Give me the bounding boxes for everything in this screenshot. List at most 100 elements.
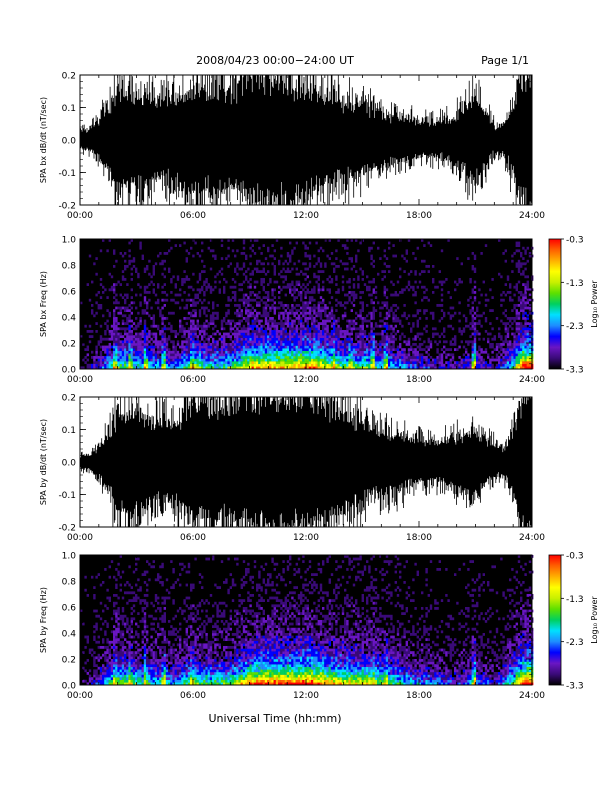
spectrogram-cell: [157, 301, 160, 305]
spectrogram-cell: [84, 661, 87, 665]
spectrogram-cell: [187, 293, 191, 297]
spectrogram-cell: [515, 353, 518, 357]
spectrogram-cell: [350, 319, 353, 323]
spectrogram-cell: [489, 309, 492, 312]
spectrogram-cell: [93, 596, 96, 600]
spectrogram-cell: [143, 343, 147, 346]
spectrogram-cell: [176, 278, 180, 281]
spectrogram-cell: [440, 288, 444, 292]
spectrogram-cell: [399, 337, 402, 341]
spectrogram-cell: [528, 298, 532, 302]
spectrogram-cell: [350, 343, 353, 346]
colorbar-tick-label: -2.3: [566, 322, 584, 332]
spectrogram-cell: [289, 332, 292, 336]
spectrogram-cell: [528, 356, 532, 359]
spectrogram-cell: [273, 301, 276, 305]
spectrogram-cell: [234, 322, 237, 325]
spectrogram-cell: [509, 298, 512, 302]
spectrogram-cell: [372, 311, 375, 315]
spectrogram-cell: [438, 353, 441, 357]
spectrogram-cell: [473, 350, 477, 354]
spectrogram-cell: [165, 358, 169, 362]
spectrogram-cell: [278, 272, 281, 276]
spectrogram-cell: [372, 337, 375, 341]
spectrogram-cell: [146, 306, 149, 310]
spectrogram-cell: [229, 322, 232, 325]
spectrogram-cell: [183, 358, 186, 362]
spectrogram-cell: [286, 283, 290, 286]
spectrogram-cell: [476, 366, 479, 370]
spectrogram-cell: [251, 335, 254, 338]
spectrogram-cell: [165, 327, 169, 331]
spectrogram-cell: [190, 324, 193, 328]
spectrogram-cell: [352, 319, 356, 323]
spectrogram-cell: [396, 353, 400, 357]
spectrogram-cell: [214, 257, 217, 260]
spectrogram-cell: [95, 664, 98, 667]
spectrogram-cell: [407, 314, 411, 318]
spectrogram-cell: [223, 288, 226, 292]
spectrogram-cell: [106, 327, 109, 331]
spectrogram-cell: [352, 366, 356, 370]
spectrogram-cell: [350, 332, 353, 336]
spectrogram-cell: [192, 301, 195, 305]
spectrogram-cell: [304, 311, 307, 315]
spectrogram-cell: [502, 298, 505, 302]
spectrogram-cell: [280, 358, 283, 362]
spectrogram-cell: [517, 241, 521, 245]
spectrogram-cell: [203, 306, 206, 310]
spectrogram-cell: [454, 343, 457, 346]
spectrogram-cell: [383, 361, 386, 364]
spectrogram-cell: [192, 343, 195, 346]
spectrogram-cell: [526, 314, 529, 318]
spectrogram-cell: [262, 309, 265, 312]
spectrogram-cell: [97, 306, 100, 310]
spectrogram-cell: [511, 309, 514, 312]
spectrogram-cell: [520, 332, 523, 336]
spectrogram-cell: [319, 332, 323, 336]
spectrogram-cell: [110, 337, 114, 341]
spectrogram-cell: [524, 285, 527, 289]
spectrogram-cell: [293, 291, 296, 294]
spectrogram-cell: [328, 348, 331, 351]
spectrogram-cell: [203, 343, 206, 346]
spectrogram-cell: [359, 335, 362, 338]
spectrogram-cell: [333, 332, 336, 336]
spectrogram-cell: [209, 314, 213, 318]
spectrogram-cell: [372, 291, 375, 294]
spectrogram-cell: [198, 311, 202, 315]
spectrogram-cell: [392, 337, 395, 341]
spectrogram-cell: [231, 296, 235, 299]
spectrogram-cell: [513, 306, 516, 310]
spectrogram-cell: [478, 337, 481, 341]
spectrogram-cell: [152, 363, 155, 367]
spectrogram-cell: [190, 366, 193, 370]
spectrogram-cell: [161, 337, 164, 341]
spectrogram-cell: [132, 345, 136, 349]
spectrogram-cell: [313, 272, 316, 276]
spectrogram-cell: [381, 306, 384, 310]
spectrogram-cell: [517, 330, 521, 333]
spectrogram-cell: [130, 296, 133, 299]
spectrogram-cell: [403, 361, 406, 364]
spectrogram-cell: [319, 356, 323, 359]
spectrogram-cell: [119, 575, 122, 579]
spectrogram-cell: [150, 363, 153, 367]
spectrogram-cell: [526, 356, 529, 359]
spectrogram-cell: [526, 306, 529, 310]
spectrogram-cell: [137, 311, 140, 315]
spectrogram-cell: [157, 358, 160, 362]
spectrogram-cell: [253, 343, 257, 346]
spectrogram-cell: [161, 350, 164, 354]
spectrogram-cell: [524, 306, 527, 310]
spectrogram-cell: [493, 366, 496, 370]
spectrogram-cell: [113, 314, 116, 318]
spectrogram-cell: [390, 348, 393, 351]
spectrogram-cell: [471, 322, 474, 325]
spectrogram-cell: [306, 246, 309, 250]
spectrogram-cell: [273, 311, 276, 315]
spectrogram-cell: [214, 311, 217, 315]
spectrogram-cell: [148, 363, 151, 367]
spectrogram-cell: [410, 356, 413, 359]
spectrogram-cell: [240, 363, 243, 367]
